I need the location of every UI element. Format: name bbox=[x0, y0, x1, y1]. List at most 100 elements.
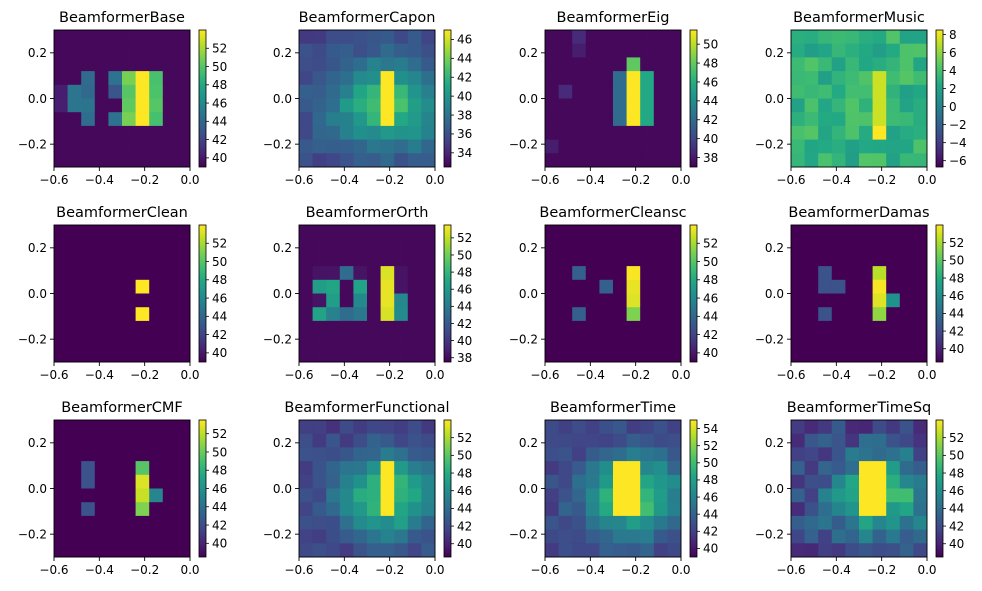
heatmap-cell bbox=[572, 447, 587, 462]
heatmap-cell bbox=[572, 279, 587, 294]
colorbar-tick-label: 46 bbox=[212, 291, 227, 305]
heatmap-cell bbox=[872, 225, 887, 240]
heatmap-cell bbox=[421, 139, 436, 154]
heatmap-cell bbox=[572, 30, 587, 45]
colorbar-tick-label: 8 bbox=[949, 28, 957, 42]
x-tick-label: 0.0 bbox=[671, 173, 690, 187]
heatmap-cell bbox=[108, 320, 123, 335]
heatmap-cell bbox=[791, 30, 805, 45]
heatmap-cell bbox=[299, 543, 313, 558]
heatmap-cell bbox=[81, 139, 96, 154]
heatmap-cell bbox=[299, 420, 313, 435]
heatmap-cell bbox=[886, 266, 901, 281]
colorbar-tick-label: 46 bbox=[703, 490, 718, 504]
heatmap-cell bbox=[585, 71, 600, 86]
heatmap-cell bbox=[421, 307, 436, 322]
heatmap-cell bbox=[845, 488, 860, 503]
colorbar-tick-label: 40 bbox=[703, 346, 718, 360]
heatmap-cell bbox=[149, 447, 164, 462]
heatmap-cell bbox=[312, 515, 327, 530]
heatmap-cell bbox=[312, 153, 327, 168]
heatmap-cell bbox=[831, 488, 846, 503]
heatmap-cell bbox=[94, 30, 109, 45]
heatmap-cell bbox=[804, 125, 819, 140]
heatmap-cell bbox=[599, 43, 614, 58]
heatmap-cell bbox=[94, 334, 109, 349]
heatmap-cell bbox=[108, 420, 123, 435]
heatmap-cell bbox=[421, 420, 436, 435]
heatmap-cell bbox=[312, 57, 327, 72]
heatmap-cell bbox=[122, 420, 136, 435]
x-tick-label: −0.4 bbox=[576, 368, 605, 382]
heatmap-cell bbox=[339, 307, 354, 322]
colorbar-tick-label: 40 bbox=[212, 537, 227, 551]
heatmap-cell bbox=[326, 461, 341, 476]
heatmap-cell bbox=[818, 293, 833, 308]
colorbar-tick-label: 48 bbox=[703, 56, 718, 70]
heatmap-cell bbox=[558, 293, 573, 308]
heatmap-cell bbox=[67, 43, 82, 58]
heatmap-cell bbox=[108, 238, 123, 253]
heatmap-cell bbox=[791, 474, 805, 489]
heatmap-cell bbox=[149, 252, 164, 267]
panel-title: BeamformerClean bbox=[56, 205, 188, 221]
heatmap-cell bbox=[831, 307, 846, 322]
heatmap-cell bbox=[804, 293, 819, 308]
heatmap-cell bbox=[135, 543, 150, 558]
heatmap-cell bbox=[613, 433, 627, 448]
y-tick-label: 0.0 bbox=[28, 92, 47, 106]
heatmap-cell bbox=[149, 433, 164, 448]
heatmap-cell bbox=[585, 125, 600, 140]
heatmap-cell bbox=[122, 266, 136, 281]
heatmap-cell bbox=[818, 334, 833, 349]
heatmap-cell bbox=[421, 238, 436, 253]
heatmap-cell bbox=[818, 225, 833, 240]
heatmap-cell bbox=[326, 125, 341, 140]
heatmap-cell bbox=[599, 279, 614, 294]
colorbar-tick-label: 36 bbox=[457, 127, 472, 141]
heatmap-cell bbox=[339, 447, 354, 462]
colorbar-tick-label: 52 bbox=[212, 237, 227, 251]
heatmap-cell bbox=[122, 279, 136, 294]
heatmap-cell bbox=[667, 84, 682, 99]
heatmap-cell bbox=[394, 307, 409, 322]
colorbar-tick-label: 44 bbox=[212, 115, 227, 129]
heatmap-cell bbox=[585, 420, 600, 435]
heatmap-cell bbox=[81, 266, 96, 281]
heatmap-cell bbox=[81, 125, 96, 140]
colorbar bbox=[443, 419, 452, 558]
heatmap-cell bbox=[667, 225, 682, 240]
heatmap-cell bbox=[913, 266, 928, 281]
heatmap-cell bbox=[913, 543, 928, 558]
heatmap-cell bbox=[421, 334, 436, 349]
heatmap-cell bbox=[380, 279, 395, 294]
heatmap-cell bbox=[886, 502, 901, 517]
heatmap-cell bbox=[791, 238, 805, 253]
heatmap-cell bbox=[122, 433, 136, 448]
heatmap-cell bbox=[122, 30, 136, 45]
heatmap-cell bbox=[804, 307, 819, 322]
heatmap-cell bbox=[312, 474, 327, 489]
heatmap-cell bbox=[81, 474, 96, 489]
heatmap-cell bbox=[108, 71, 123, 86]
heatmap-cell bbox=[626, 293, 641, 308]
heatmap-cell bbox=[67, 112, 82, 127]
heatmap-cell bbox=[886, 225, 901, 240]
heatmap-cell bbox=[585, 30, 600, 45]
heatmap-cell bbox=[626, 30, 641, 45]
heatmap-cell bbox=[81, 43, 96, 58]
heatmap-cell bbox=[653, 433, 668, 448]
heatmap-cell bbox=[913, 488, 928, 503]
heatmap-cell bbox=[108, 447, 123, 462]
heatmap-cell bbox=[899, 43, 914, 58]
heatmap-cell bbox=[394, 320, 409, 335]
heatmap-cell bbox=[421, 57, 436, 72]
heatmap-cell bbox=[81, 225, 96, 240]
heatmap-cell bbox=[818, 43, 833, 58]
heatmap-cell bbox=[572, 433, 587, 448]
heatmap-cell bbox=[831, 348, 846, 363]
heatmap-cell bbox=[149, 30, 164, 45]
heatmap-cell bbox=[831, 529, 846, 544]
heatmap-cell bbox=[54, 139, 68, 154]
heatmap-cell bbox=[804, 266, 819, 281]
